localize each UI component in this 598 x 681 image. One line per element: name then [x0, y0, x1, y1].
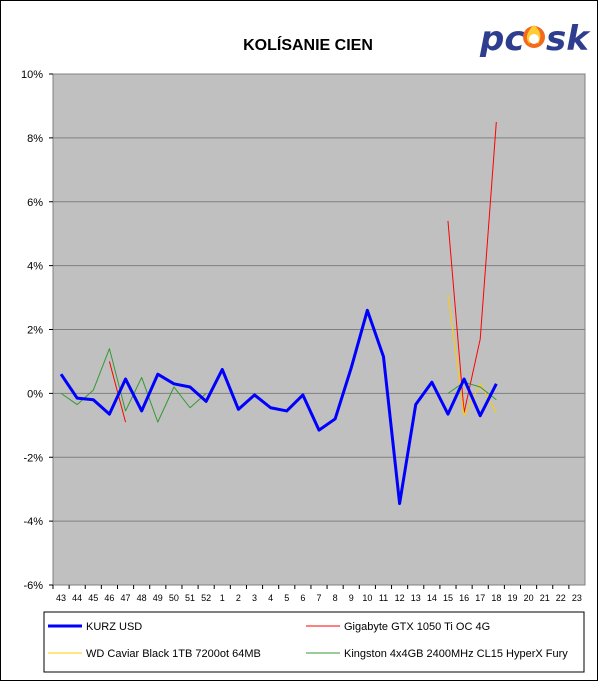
x-tick-label: 51 — [185, 593, 195, 603]
gridlines — [53, 137, 585, 522]
chart-title: KOLÍSANIE CIEN — [243, 35, 373, 54]
y-tick-label: 10% — [21, 69, 43, 81]
x-tick-label: 10 — [362, 593, 372, 603]
x-tick-label: 45 — [88, 593, 98, 603]
x-tick-label: 5 — [284, 593, 289, 603]
x-tick-label: 21 — [540, 593, 550, 603]
x-tick-label: 50 — [169, 593, 179, 603]
x-tick-label: 48 — [137, 593, 147, 603]
y-axis-ticks: 10% 8% 6% 4% 2% 0% -2% -4% -6% — [21, 69, 53, 592]
y-tick-label: -2% — [23, 452, 43, 464]
x-tick-label: 11 — [379, 593, 388, 603]
x-tick-label: 47 — [121, 593, 131, 603]
x-tick-label: 52 — [201, 593, 211, 603]
x-tick-label: 12 — [395, 593, 405, 603]
x-tick-label: 23 — [572, 593, 582, 603]
x-tick-label: 3 — [252, 593, 257, 603]
x-axis-ticks: 43 44 45 46 47 48 49 50 51 52 1 2 3 4 5 6 7 8 9 10 11 12 13 14 1… — [52, 585, 582, 603]
x-tick-label: 8 — [333, 593, 338, 603]
x-tick-label: 49 — [153, 593, 163, 603]
series-line-0 — [59, 308, 498, 506]
y-tick-label: -6% — [23, 580, 43, 592]
series-lines — [59, 121, 498, 506]
y-tick-label: 2% — [27, 325, 43, 337]
x-tick-label: 1 — [220, 593, 225, 603]
x-tick-label: 6 — [300, 593, 305, 603]
y-tick-label: -4% — [23, 516, 43, 528]
x-tick-label: 2 — [236, 593, 241, 603]
x-tick-label: 46 — [104, 593, 114, 603]
y-tick-label: 0% — [27, 388, 43, 400]
y-tick-label: 8% — [27, 133, 43, 145]
x-tick-label: 20 — [524, 593, 534, 603]
pcosk-logo: pc sk — [479, 19, 591, 59]
legend-label: Gigabyte GTX 1050 Ti OC 4G — [344, 621, 490, 633]
y-tick-label: 4% — [27, 261, 43, 273]
x-tick-label: 15 — [443, 593, 453, 603]
legend-label: WD Caviar Black 1TB 7200ot 64MB — [86, 648, 261, 660]
x-tick-label: 9 — [349, 593, 354, 603]
x-tick-label: 4 — [268, 593, 273, 603]
legend-label: KURZ USD — [86, 621, 142, 633]
x-tick-label: 44 — [72, 593, 82, 603]
x-tick-label: 17 — [475, 593, 485, 603]
legend: KURZ USD Gigabyte GTX 1050 Ti OC 4G WD Cav… — [48, 621, 568, 660]
logo-text-sk: sk — [546, 19, 591, 59]
x-tick-label: 14 — [427, 593, 437, 603]
x-tick-label: 7 — [316, 593, 321, 603]
x-tick-label: 43 — [56, 593, 66, 603]
x-tick-label: 13 — [411, 593, 421, 603]
legend-label: Kingston 4x4GB 2400MHz CL15 HyperX Fury — [344, 648, 568, 660]
series-line-1 — [108, 121, 497, 423]
x-tick-label: 16 — [459, 593, 469, 603]
x-tick-label: 18 — [491, 593, 501, 603]
logo-text-pc: pc — [479, 19, 525, 59]
x-tick-label: 19 — [507, 593, 517, 603]
y-tick-label: 6% — [27, 197, 43, 209]
legend-box — [43, 611, 585, 673]
x-tick-label: 22 — [556, 593, 566, 603]
flame-icon — [523, 25, 545, 48]
